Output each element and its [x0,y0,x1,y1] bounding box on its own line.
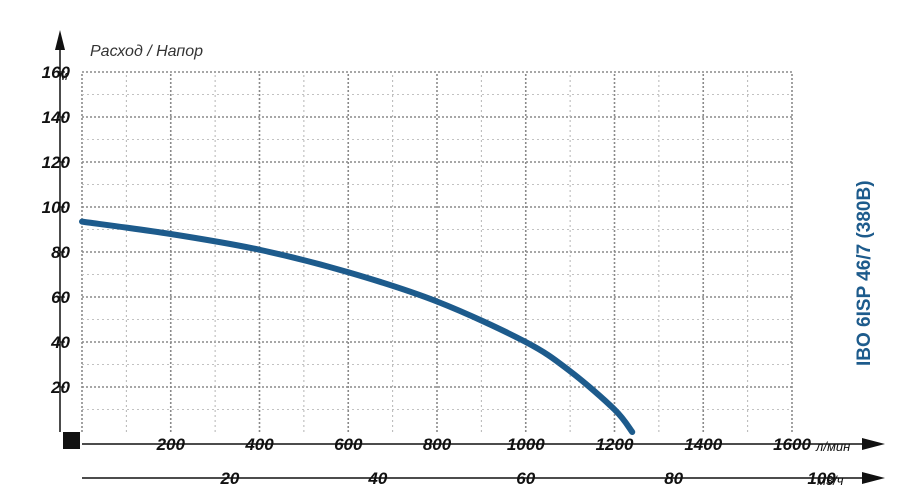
y-tick-label: 120 [42,153,71,172]
series-point [79,219,85,225]
origin-square-icon [63,432,80,449]
y-unit-label: м [59,68,68,83]
x-tick-label: 800 [423,435,452,454]
x2-tick-label: 40 [367,469,387,488]
x-tick-label: 1200 [596,435,634,454]
y-axis-label: Расход / Напор [90,43,203,60]
series-point [567,368,573,374]
series-line [79,218,636,435]
y-axis-arrow-icon [55,30,65,50]
minor-gridlines [82,72,792,432]
y-tick-label: 140 [42,108,71,127]
x2-tick-label: 80 [664,469,683,488]
y-tick-label: 100 [42,198,71,217]
x-unit-label: л/мин [815,439,850,454]
x-tick-labels: 200 400 600 800 1000 1200 1400 1600 [156,435,812,454]
x2-tick-label: 100 [807,469,836,488]
major-gridlines [81,71,793,432]
series-point [345,269,351,275]
series-point [434,299,440,305]
series-point [523,339,529,345]
series-point [612,407,618,413]
series-point [257,247,263,253]
series-point [629,429,635,435]
series-point [168,231,174,237]
x2-axis-arrow-icon [862,472,885,484]
x-axis-arrow-icon [862,438,885,450]
x-tick-label: 600 [334,435,363,454]
x-tick-label: 400 [244,435,274,454]
model-label: IBO 6ISP 46/7 (380В) [854,180,875,366]
x-tick-label: 1600 [773,435,811,454]
x-tick-label: 1400 [684,435,722,454]
x-tick-label: 1000 [507,435,545,454]
x2-tick-label: 60 [516,469,535,488]
x2-tick-label: 20 [219,469,239,488]
x2-tick-labels: 20 40 60 80 100 [219,469,836,488]
x2-unit-label: м3/ч [817,473,844,488]
y-tick-label: 160 [42,63,71,82]
x-tick-label: 200 [156,435,186,454]
series-points [79,219,635,435]
